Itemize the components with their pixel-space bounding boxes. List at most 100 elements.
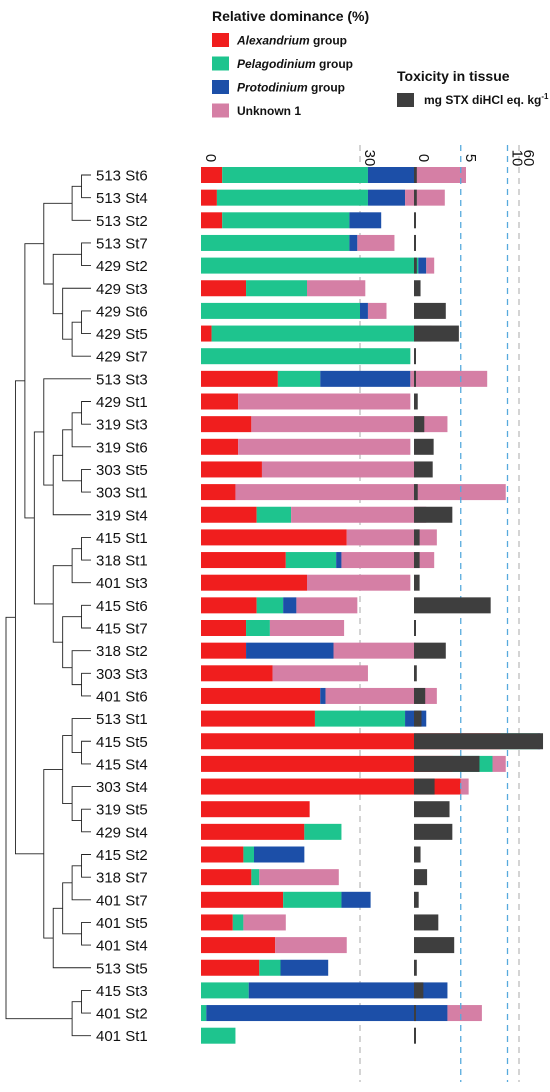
toxicity-bar [414,370,416,387]
legend-swatch-unknown-1 [212,103,229,118]
toxicity-bar [414,982,424,999]
dominance-bar-alexandrium [201,846,244,863]
toxicity-bar [414,234,416,251]
dendrogram-branch [81,469,91,493]
toxicity-bar [414,506,453,523]
toxicity-bar [414,574,420,591]
sample-label: 303 St5 [96,462,148,479]
dominance-bar-protodinium [320,687,326,704]
dendrogram-branch [52,907,91,969]
dominance-bar-unknown-1 [405,189,445,206]
toxicity-bar [414,552,420,569]
sample-label: 513 St4 [96,190,148,207]
legend-swatch-alexandrium [212,33,229,47]
dominance-bar-alexandrium [201,189,217,206]
sample-label: 401 St5 [96,915,148,932]
toxicity-bar [414,1027,416,1044]
toxicity-bar [414,665,417,682]
dominance-bar-pelagodinium [256,506,292,523]
toxicity-bar [414,733,544,750]
dominance-bar-unknown-1 [259,869,339,886]
dominance-bar-alexandrium [201,620,247,636]
dendrogram-branch [81,401,91,425]
sample-label: 415 St2 [96,847,148,864]
sample-label: 319 St5 [96,802,148,819]
dominance-bar-pelagodinium [211,325,421,342]
sample-label: 429 St6 [96,303,148,320]
dominance-tick-label: 60 [520,150,537,167]
dominance-bar-pelagodinium [277,370,321,387]
dominance-bar-protodinium [248,982,448,999]
dominance-bar-alexandrium [201,325,212,342]
dominance-bar-alexandrium [201,167,223,183]
dominance-bar-alexandrium [201,801,310,818]
dominance-legend: Relative dominance (%) Alexandrium group… [212,8,369,118]
dominance-bar-unknown-1 [296,597,358,614]
dominance-bar-protodinium [367,189,406,206]
dominance-bar-unknown-1 [346,529,437,546]
sample-label: 401 St1 [96,1028,148,1045]
dominance-bar-alexandrium [201,484,236,501]
toxicity-bar [414,642,446,659]
legend-label-pelagodinium: Pelagodinium group [237,57,353,71]
sample-label: 415 St4 [96,756,148,773]
dominance-bar-protodinium [341,891,371,908]
sample-label: 429 St2 [96,258,148,275]
legend-label-alexandrium: Alexandrium group [236,34,347,48]
dominance-bar-alexandrium [201,370,278,387]
dendrogram-branch [52,253,82,315]
dendrogram-branch [43,202,73,285]
toxicity-legend: Toxicity in tissue mg STX diHCl eq. kg-1 [397,68,549,107]
toxicity-bar [414,529,420,546]
dominance-bar-unknown-1 [291,506,427,523]
dominance-bar-alexandrium [201,280,247,297]
dominance-bar-alexandrium [201,891,284,908]
toxicity-bar [414,257,417,274]
legend-label-unknown-1: Unknown 1 [237,104,301,118]
dominance-bar-unknown-1 [447,1005,482,1022]
dominance-bar-pelagodinium [201,348,411,365]
dendrogram-branch [81,740,91,765]
toxicity-bar [414,620,416,636]
dominance-bar-pelagodinium [201,1005,207,1022]
dominance-bar-unknown-1 [275,937,347,954]
dominance-tick-label: 0 [202,154,219,162]
dominance-bar-pelagodinium [314,710,406,727]
dominance-bar-pelagodinium [256,597,284,614]
dendrogram-branch [14,380,44,855]
dominance-chart: 0 30 60 [201,145,541,1082]
sample-label: 303 St4 [96,779,148,796]
sample-label: 415 St3 [96,983,148,1000]
sample-label: 429 St7 [96,349,148,366]
toxicity-bar [414,280,421,297]
dendrogram-branch [81,174,91,199]
sample-label: 401 St6 [96,688,148,705]
dendrogram-branch [43,378,91,486]
toxicity-bar [414,959,417,976]
sample-label: 429 St3 [96,281,148,298]
dominance-bar-alexandrium [201,687,321,704]
dominance-bar-alexandrium [201,212,223,229]
toxicity-bar [414,755,480,772]
toxicity-legend-title: Toxicity in tissue [397,68,510,84]
sample-label: 513 St6 [96,168,148,185]
dominance-bar-protodinium [254,846,305,863]
dendrogram-branch [81,604,91,629]
dominance-bar-unknown-1 [272,665,368,682]
dendrogram-branch [52,454,91,516]
dominance-bar-protodinium [206,1005,448,1022]
toxicity-bar [414,189,417,206]
dendrogram-branch [81,242,91,267]
dominance-bar-protodinium [283,597,297,614]
dominance-bar-alexandrium [201,393,239,410]
dominance-bar-protodinium [320,370,411,387]
toxicity-bar [414,167,417,183]
dominance-bar-unknown-1 [325,687,437,704]
toxicity-legend-label: mg STX diHCl eq. kg-1 [424,92,549,107]
dominance-bar-unknown-1 [261,461,416,478]
sample-label: 513 St3 [96,371,148,388]
dominance-bar-alexandrium [201,869,252,886]
toxicity-bar [414,869,428,886]
dominance-bar-unknown-1 [341,552,435,569]
